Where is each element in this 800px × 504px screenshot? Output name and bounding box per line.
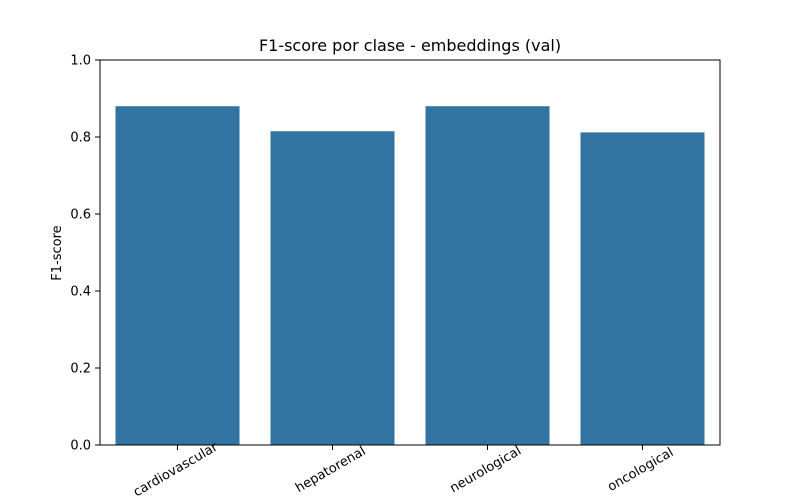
y-tick-label-0.6: 0.6: [70, 208, 91, 223]
plot-frame: [99, 59, 721, 446]
y-tick-label-1.0: 1.0: [70, 54, 91, 69]
x-tick-label-oncological: oncological: [605, 445, 676, 495]
x-tick-label-neurological: neurological: [448, 444, 524, 497]
chart-title: F1-score por clase - embeddings (val): [259, 36, 561, 55]
y-tick-label-0.4: 0.4: [70, 285, 91, 300]
bar-cardiovascular: [115, 106, 240, 445]
y-axis: 0.0 0.2 0.4 0.6 0.8 1.0: [70, 54, 100, 454]
bar-hepatorenal: [270, 131, 395, 445]
bars-group: [115, 106, 705, 445]
x-tick-label-hepatorenal: hepatorenal: [293, 444, 368, 496]
x-axis: cardiovascular hepatorenal neurological onc…: [131, 439, 676, 500]
bar-oncological: [580, 132, 705, 445]
y-axis-label: F1-score: [50, 225, 65, 280]
x-tick-label-cardiovascular: cardiovascular: [131, 439, 221, 500]
bar-neurological: [425, 106, 550, 445]
y-tick-label-0.2: 0.2: [70, 362, 91, 377]
y-tick-label-0.0: 0.0: [70, 439, 91, 454]
y-tick-label-0.8: 0.8: [70, 131, 91, 146]
